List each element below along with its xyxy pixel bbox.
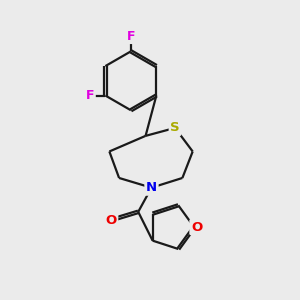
Text: F: F xyxy=(127,30,135,43)
Text: O: O xyxy=(106,214,117,226)
Text: O: O xyxy=(191,220,202,234)
Text: N: N xyxy=(146,181,157,194)
Text: F: F xyxy=(86,89,94,102)
Text: S: S xyxy=(170,122,180,134)
